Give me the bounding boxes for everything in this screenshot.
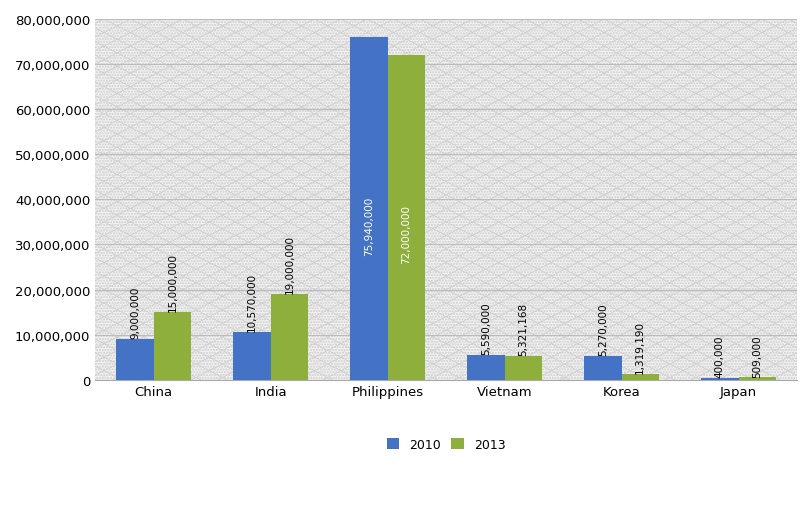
Text: 19,000,000: 19,000,000: [284, 235, 294, 293]
Bar: [504, 356, 542, 380]
Text: 5,270,000: 5,270,000: [597, 303, 607, 356]
Text: 15,000,000: 15,000,000: [167, 252, 178, 312]
Bar: [700, 378, 738, 380]
Bar: [350, 38, 387, 380]
Text: 400,000: 400,000: [714, 335, 724, 377]
Bar: [116, 339, 153, 380]
Bar: [466, 355, 504, 380]
Bar: [620, 374, 659, 380]
Text: 75,940,000: 75,940,000: [363, 196, 373, 256]
Bar: [233, 332, 270, 380]
Text: 1,319,190: 1,319,190: [634, 320, 645, 373]
Legend: 2010, 2013: 2010, 2013: [381, 433, 509, 456]
Text: 5,321,168: 5,321,168: [517, 302, 528, 355]
Text: 509,000: 509,000: [751, 334, 762, 377]
Bar: [270, 294, 307, 380]
Text: 5,590,000: 5,590,000: [480, 301, 491, 354]
Text: 72,000,000: 72,000,000: [401, 205, 411, 264]
Bar: [153, 313, 191, 380]
Bar: [583, 356, 620, 380]
Text: 10,570,000: 10,570,000: [247, 273, 256, 331]
Bar: [738, 378, 775, 380]
Bar: [387, 56, 424, 380]
Text: 9,000,000: 9,000,000: [130, 286, 139, 338]
